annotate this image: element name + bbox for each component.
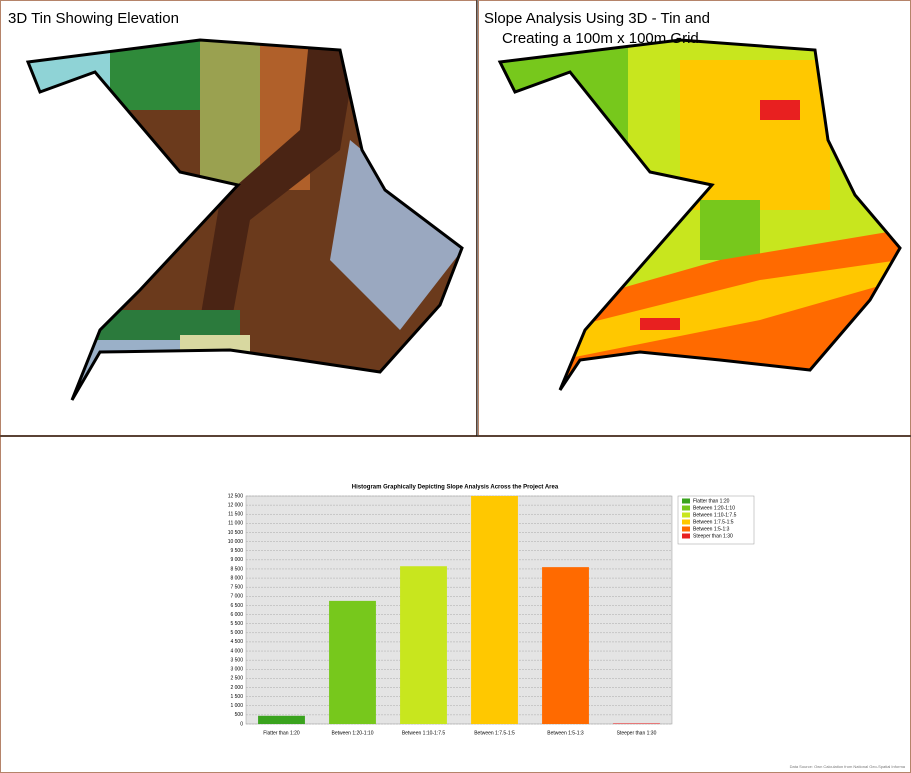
legend-label: Between 1:7.5-1:5 (693, 519, 734, 525)
y-tick-label: 10 000 (228, 539, 244, 545)
bar (613, 723, 660, 724)
y-tick-label: 6 500 (230, 603, 243, 609)
y-tick-label: 0 (240, 721, 243, 727)
legend-swatch (682, 527, 690, 532)
y-tick-label: 5 000 (230, 630, 243, 636)
legend-label: Between 1:5-1:3 (693, 526, 730, 532)
y-tick-label: 500 (235, 712, 244, 718)
y-tick-label: 2 000 (230, 685, 243, 691)
y-tick-label: 8 500 (230, 566, 243, 572)
bar (329, 601, 376, 724)
y-tick-label: 3 500 (230, 657, 243, 663)
y-tick-label: 12 000 (228, 502, 244, 508)
plot-area (246, 496, 672, 724)
legend-label: Between 1:20-1:10 (693, 505, 735, 511)
chart-title: Histogram Graphically Depicting Slope An… (352, 485, 559, 491)
x-tick-label: Between 1:7.5-1:5 (474, 730, 515, 736)
y-tick-label: 12 500 (228, 493, 244, 499)
legend-swatch (682, 520, 690, 525)
legend-swatch (682, 513, 690, 518)
y-tick-label: 11 000 (228, 521, 243, 527)
panel-title: 3D Tin Showing Elevation (8, 10, 179, 27)
elevation-map (0, 0, 477, 436)
panel-title: Slope Analysis Using 3D - Tin and (484, 10, 710, 27)
y-tick-label: 10 500 (228, 530, 244, 536)
y-tick-label: 1 000 (230, 703, 243, 709)
y-tick-label: 8 000 (230, 575, 243, 581)
bar (400, 566, 447, 724)
figure: 3D Tin Showing Elevation Slope Analysis … (0, 0, 911, 773)
y-tick-label: 1 500 (230, 694, 243, 700)
bar (258, 716, 305, 724)
y-tick-label: 6 000 (230, 612, 243, 618)
slope-map (478, 0, 911, 436)
legend-label: Flatter than 1:20 (693, 498, 730, 504)
y-tick-label: 2 500 (230, 676, 243, 682)
legend-swatch (682, 506, 690, 511)
y-tick-label: 11 500 (228, 512, 243, 518)
y-tick-label: 9 000 (230, 557, 243, 563)
legend-swatch (682, 534, 690, 539)
x-tick-label: Between 1:20-1:10 (332, 730, 374, 736)
bar (471, 496, 518, 724)
legend-swatch (682, 499, 690, 504)
y-tick-label: 9 500 (230, 548, 243, 554)
source-note: Data Source: Own Calculation from Nation… (790, 764, 906, 769)
x-tick-label: Between 1:5-1:3 (547, 730, 584, 736)
y-tick-label: 3 000 (230, 667, 243, 673)
x-tick-label: Flatter than 1:20 (263, 730, 300, 736)
y-tick-label: 5 500 (230, 621, 243, 627)
panel-title: Creating a 100m x 100m Grid (502, 30, 699, 47)
x-tick-label: Between 1:10-1:7.5 (402, 730, 446, 736)
bar (542, 567, 589, 724)
y-tick-label: 7 500 (230, 585, 243, 591)
y-tick-label: 7 000 (230, 594, 243, 600)
y-tick-label: 4 000 (230, 648, 243, 654)
y-tick-label: 4 500 (230, 639, 243, 645)
page: 3D Tin Showing Elevation Slope Analysis … (0, 0, 911, 773)
legend-label: Steeper than 1:30 (693, 533, 733, 539)
x-tick-label: Steeper than 1:30 (617, 730, 657, 736)
legend-label: Between 1:10-1:7.5 (693, 512, 737, 518)
